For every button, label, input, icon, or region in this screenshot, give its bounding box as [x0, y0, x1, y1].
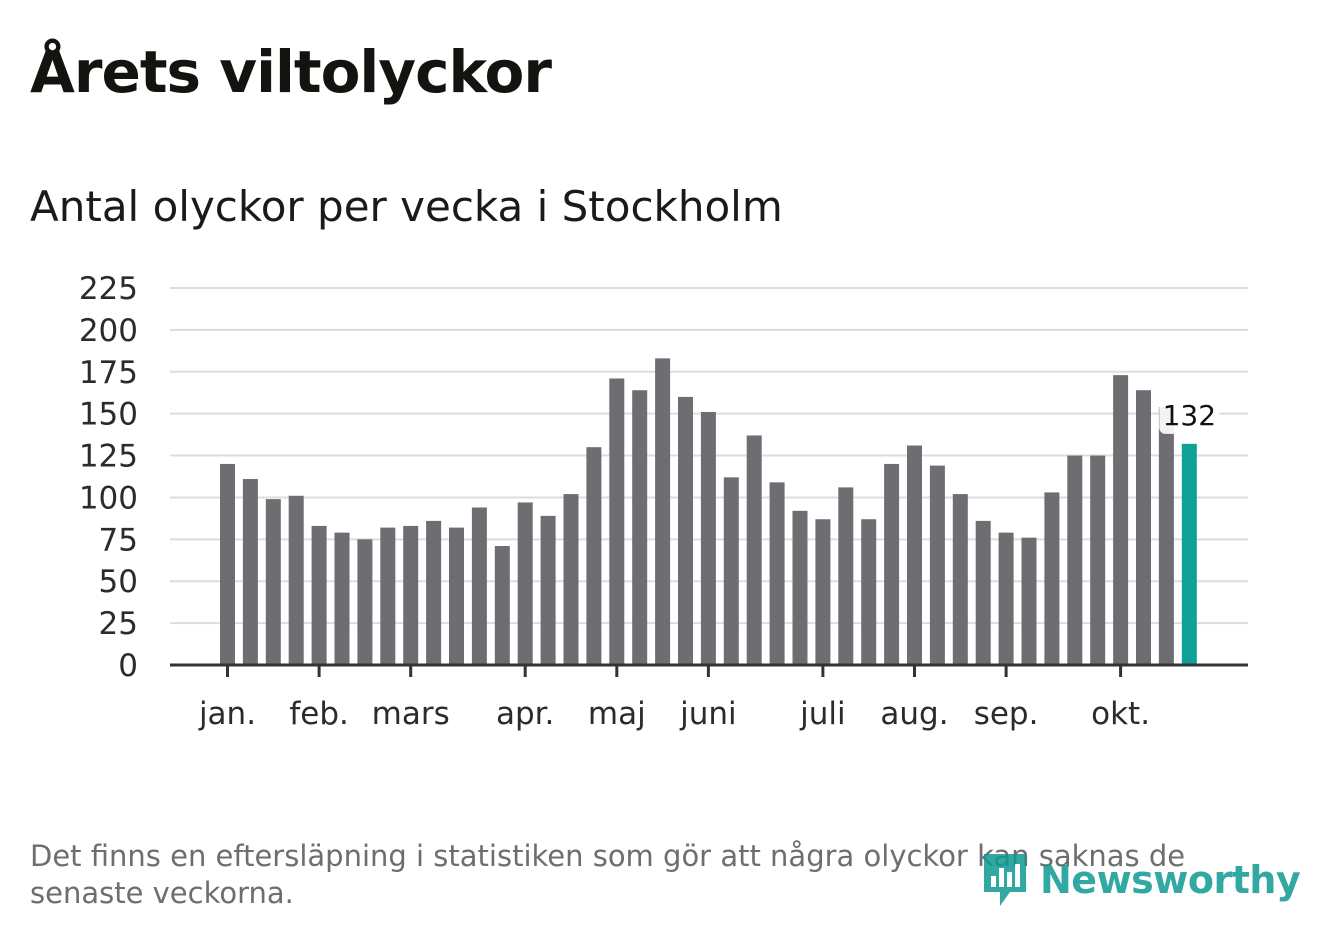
bar-chart: 0 25 50 75 100 125 150 175 200 225 jan. feb. mars ap…: [79, 271, 1248, 732]
bar: [678, 396, 693, 665]
bar: [1067, 455, 1083, 665]
bar: [380, 527, 396, 665]
bar: [700, 411, 716, 665]
bar: [449, 527, 464, 665]
bar: [1090, 455, 1106, 665]
bar: [265, 499, 281, 665]
y-axis-ticks: 0 25 50 75 100 125 150 175 200 225: [79, 271, 138, 684]
bar: [471, 507, 487, 665]
newsworthy-logo-icon: [984, 854, 1026, 906]
y-tick-label: 175: [79, 355, 138, 391]
bar: [426, 520, 442, 665]
bar: [632, 390, 648, 665]
bar: [907, 445, 922, 665]
chart-subtitle: Antal olyckor per vecka i Stockholm: [30, 182, 783, 231]
bar: [517, 502, 533, 665]
x-axis-ticks: jan. feb. mars apr. maj juni juli aug. sep. okt.: [198, 665, 1150, 732]
bar: [792, 510, 808, 665]
bar: [769, 482, 785, 665]
bar: [1113, 375, 1129, 665]
bar: [952, 494, 968, 665]
bar: [609, 378, 625, 665]
x-tick-label: feb.: [289, 696, 349, 732]
bar: [357, 539, 373, 665]
x-tick-label: juni: [679, 696, 737, 732]
y-tick-label: 200: [79, 313, 138, 349]
x-tick-label: mars: [372, 696, 450, 732]
bar: [563, 494, 579, 665]
bar: [311, 525, 327, 665]
bar: [838, 487, 854, 665]
bar: [334, 532, 350, 665]
x-tick-label: okt.: [1091, 696, 1150, 732]
bar: [242, 479, 258, 665]
y-tick-label: 0: [118, 648, 138, 684]
data-label-background: [1159, 397, 1220, 434]
bar: [723, 477, 739, 665]
logo-text: Newsworthy: [1040, 858, 1301, 902]
bar: [540, 515, 556, 665]
bar: [746, 435, 762, 665]
bar: [288, 495, 304, 665]
newsworthy-logo: Newsworthy: [980, 850, 1301, 910]
bar: [998, 532, 1014, 665]
data-label-latest: 132: [1163, 399, 1216, 432]
x-tick-label: apr.: [496, 696, 554, 732]
bar: [975, 520, 991, 665]
x-tick-label: sep.: [974, 696, 1039, 732]
y-tick-label: 50: [99, 564, 138, 600]
bar-highlight: [1181, 443, 1197, 665]
data-labels: 132: [1159, 397, 1220, 434]
x-tick-label: jan.: [198, 696, 256, 732]
y-tick-label: 150: [79, 397, 138, 433]
y-tick-label: 75: [99, 522, 138, 558]
bar: [861, 519, 877, 665]
bars: [220, 358, 1197, 665]
bar: [1158, 406, 1174, 665]
y-tick-label: 125: [79, 439, 138, 475]
bar: [815, 519, 831, 665]
bar: [655, 358, 671, 665]
chart-title: Årets viltolyckor: [30, 38, 552, 106]
y-tick-label: 25: [99, 606, 138, 642]
y-tick-label: 100: [79, 480, 138, 516]
bar: [1136, 390, 1151, 665]
y-tick-label: 225: [79, 271, 138, 307]
bar: [1044, 492, 1060, 665]
bar: [586, 447, 602, 665]
x-tick-label: juli: [799, 696, 846, 732]
x-tick-label: maj: [588, 696, 646, 732]
bar: [884, 463, 900, 665]
x-tick-label: aug.: [880, 696, 948, 732]
bar: [494, 546, 510, 665]
bar: [220, 463, 235, 665]
bar: [929, 465, 945, 665]
bar: [1021, 537, 1037, 665]
bar: [403, 525, 419, 665]
